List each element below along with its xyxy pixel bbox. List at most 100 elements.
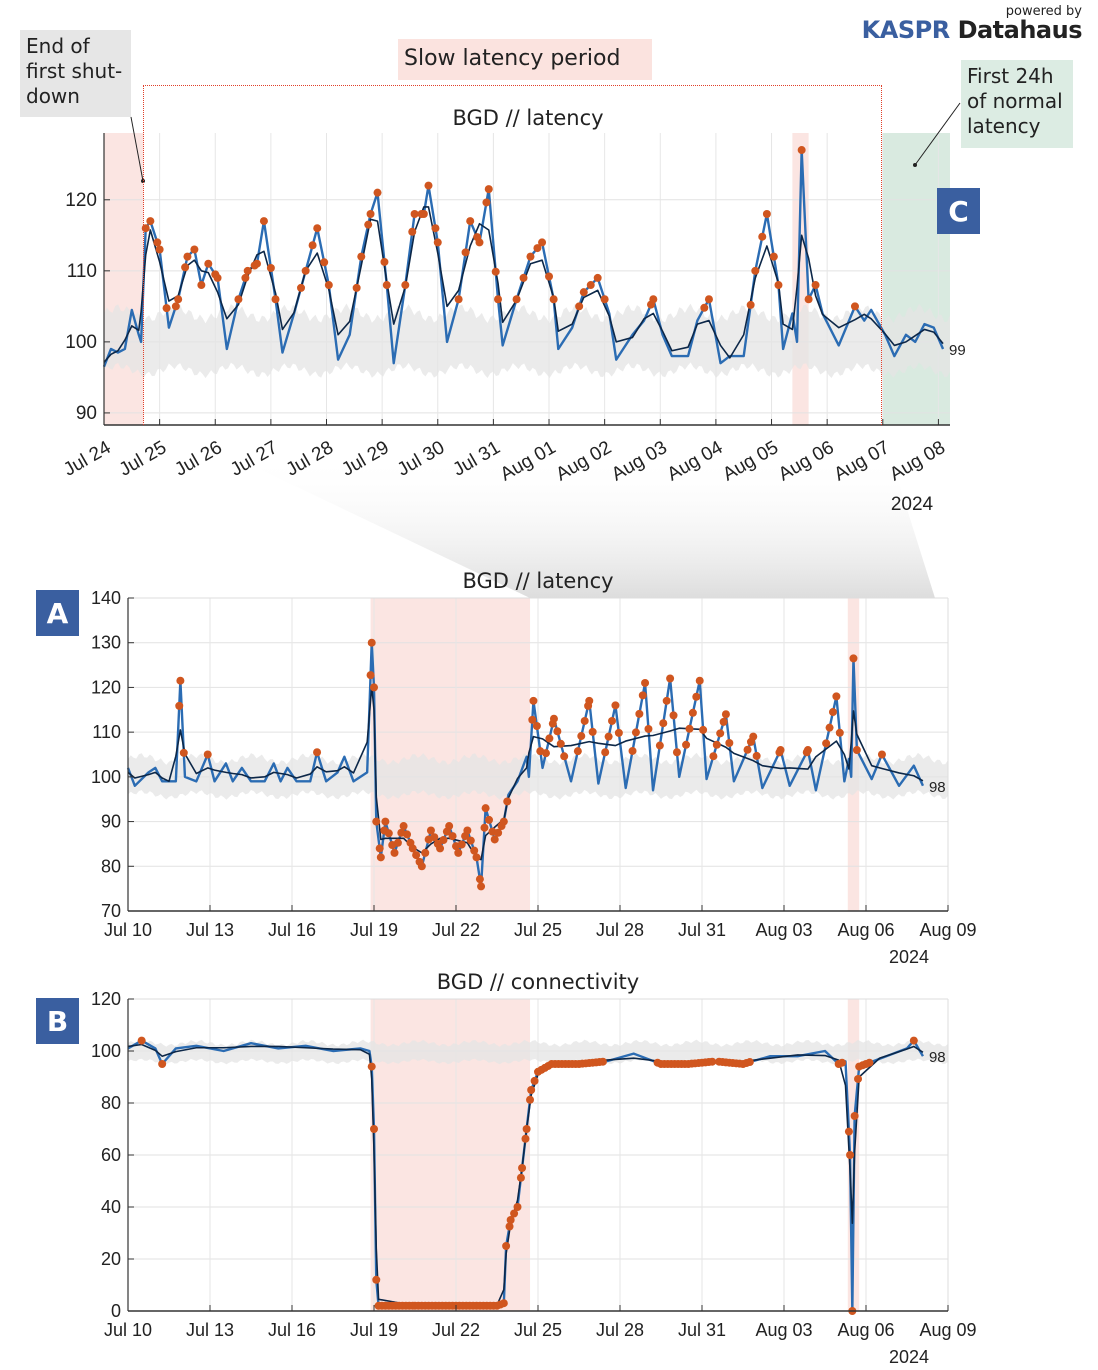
- y-tick-label: 40: [101, 1197, 121, 1217]
- anomaly-point: [382, 281, 391, 290]
- y-tick-label: 100: [91, 767, 121, 787]
- anomaly-point: [530, 1076, 539, 1085]
- slow-period-outline: [143, 85, 882, 425]
- anomaly-point: [271, 295, 280, 304]
- anomaly-point: [499, 817, 508, 826]
- anomaly-point: [852, 746, 861, 755]
- anomaly-point: [384, 829, 393, 838]
- x-tick-label: Jul 10: [104, 920, 152, 940]
- y-tick-label: 90: [101, 812, 121, 832]
- anomaly-point: [699, 725, 708, 734]
- x-tick-label: Jul 28: [596, 920, 644, 940]
- anomaly-point: [649, 295, 658, 304]
- anomaly-point: [137, 1036, 146, 1045]
- anomaly-point: [850, 1112, 859, 1120]
- anomaly-point: [171, 302, 180, 311]
- x-tick-label: Jul 22: [432, 920, 480, 940]
- anomaly-point: [393, 838, 402, 847]
- x-tick-label: Aug 06: [837, 920, 894, 940]
- anomaly-point: [313, 748, 322, 757]
- anomaly-point: [445, 822, 454, 831]
- logo-brand-datahaus: Datahaus: [957, 16, 1083, 44]
- x-tick-label: Jul 25: [116, 437, 170, 481]
- anomaly-point: [380, 257, 389, 266]
- anomaly-point: [401, 281, 410, 290]
- anomaly-point: [466, 217, 475, 226]
- anomaly-point: [454, 848, 463, 857]
- anomaly-point: [439, 836, 448, 845]
- anomaly-point: [490, 835, 499, 844]
- x-tick-label: Jul 25: [514, 1320, 562, 1340]
- anomaly-point: [822, 739, 831, 748]
- last-value-label: 98: [929, 779, 946, 796]
- y-tick-label: 70: [101, 901, 121, 921]
- anomaly-point: [688, 708, 697, 717]
- x-tick-label: Jul 24: [60, 437, 115, 481]
- anomaly-point: [797, 146, 806, 155]
- note-end-of-shutdown: End of first shut-down: [20, 30, 131, 117]
- x-tick-label: Jul 31: [678, 1320, 726, 1340]
- anomaly-point: [352, 283, 361, 292]
- anomaly-point: [909, 1036, 918, 1045]
- anomaly-point: [532, 721, 541, 730]
- x-tick-label: Jul 13: [186, 920, 234, 940]
- x-tick-label: Aug 03: [755, 920, 812, 940]
- anomaly-point: [666, 674, 675, 683]
- anomaly-point: [846, 1151, 855, 1159]
- anomaly-point: [743, 745, 752, 754]
- y-tick-label: 120: [91, 677, 121, 697]
- anomaly-point: [475, 875, 484, 884]
- anomaly-point: [712, 740, 721, 749]
- y-tick-label: 120: [65, 190, 97, 211]
- anomaly-point: [803, 746, 812, 755]
- anomaly-point: [549, 295, 558, 304]
- anomaly-point: [502, 1242, 511, 1250]
- chart-a-latency: 70 80 90 100 110 120 130 140 Jul 10 Jul 13 Jul 16 J…: [91, 569, 977, 967]
- anomaly-point: [669, 711, 678, 720]
- anomaly-point: [324, 281, 333, 290]
- anomaly-point: [854, 1074, 863, 1083]
- outage-period-shade: [847, 598, 860, 911]
- anomaly-point: [553, 727, 562, 736]
- year-label: 2024: [891, 494, 934, 515]
- anomaly-point: [560, 752, 569, 761]
- anomaly-point: [644, 724, 653, 733]
- anomaly-point: [499, 1299, 508, 1308]
- smoothed-series-line: [103, 206, 944, 363]
- anomaly-point: [614, 728, 623, 737]
- anomaly-point: [745, 1058, 754, 1067]
- anomaly-point: [556, 739, 565, 748]
- year-label: 2024: [889, 947, 929, 967]
- anomaly-point: [573, 747, 582, 756]
- leader-dot-normal: [913, 163, 917, 167]
- anomaly-point: [408, 227, 417, 236]
- anomaly-point: [828, 708, 837, 717]
- anomaly-point: [685, 724, 694, 733]
- y-tick-label: 80: [101, 1093, 121, 1113]
- anomaly-point: [481, 804, 490, 813]
- anomaly-point: [297, 283, 306, 292]
- anomaly-point: [243, 266, 252, 275]
- anomaly-point: [662, 696, 671, 705]
- anomaly-point: [320, 258, 329, 267]
- note-first-24h-normal: First 24h of normal latency: [961, 60, 1073, 148]
- anomaly-point: [419, 209, 428, 218]
- anomaly-point: [376, 853, 385, 862]
- anomaly-point: [631, 728, 640, 737]
- anomaly-point: [518, 1164, 527, 1172]
- anomaly-point: [430, 833, 439, 842]
- x-tick-label: Aug 08: [886, 437, 949, 485]
- anomaly-point: [505, 1222, 514, 1231]
- logo-brand-kaspr: KASPR: [861, 16, 951, 44]
- x-tick-label: Aug 06: [837, 1320, 894, 1340]
- anomaly-point: [752, 751, 761, 760]
- anomaly-point: [575, 302, 584, 311]
- anomaly-point: [865, 1058, 874, 1067]
- anomaly-point: [835, 728, 844, 737]
- anomaly-point: [162, 304, 171, 313]
- anomaly-point: [190, 245, 199, 254]
- anomaly-point: [494, 828, 503, 837]
- anomaly-point: [695, 676, 704, 685]
- anomaly-point: [611, 701, 620, 710]
- anomaly-point: [758, 232, 767, 241]
